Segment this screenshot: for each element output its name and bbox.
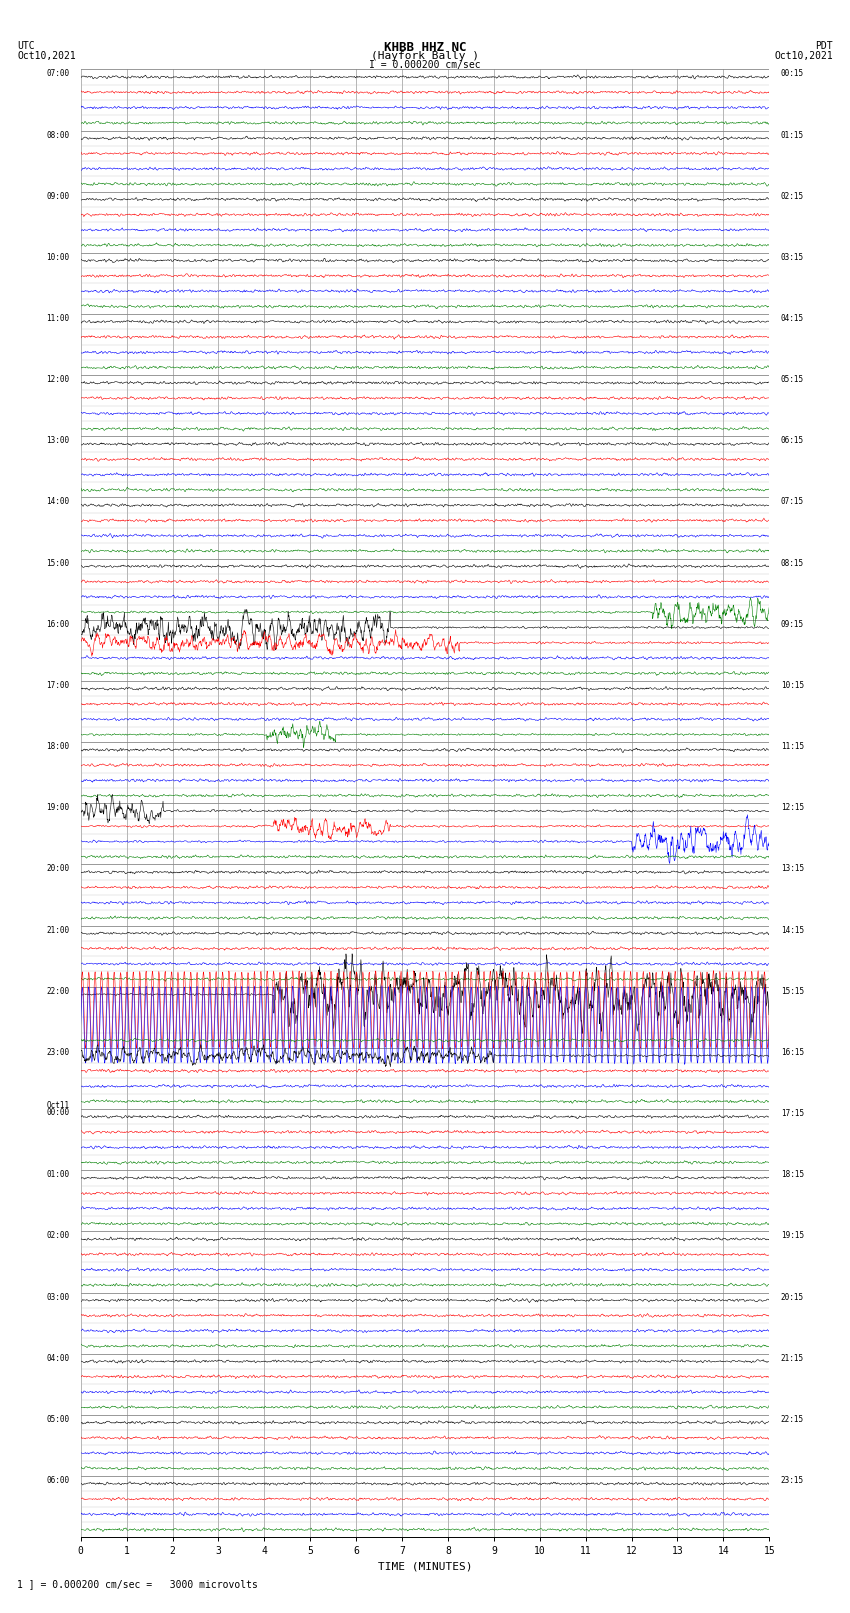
Text: 22:15: 22:15	[780, 1415, 804, 1424]
Text: 23:00: 23:00	[46, 1048, 70, 1057]
Text: 16:00: 16:00	[46, 619, 70, 629]
Text: Oct10,2021: Oct10,2021	[774, 50, 833, 61]
Text: 02:15: 02:15	[780, 192, 804, 200]
Text: 19:00: 19:00	[46, 803, 70, 813]
Text: 21:00: 21:00	[46, 926, 70, 934]
Text: 02:00: 02:00	[46, 1231, 70, 1240]
Text: 19:15: 19:15	[780, 1231, 804, 1240]
Text: 08:00: 08:00	[46, 131, 70, 139]
Text: Oct10,2021: Oct10,2021	[17, 50, 76, 61]
Text: 12:00: 12:00	[46, 376, 70, 384]
Text: 10:15: 10:15	[780, 681, 804, 690]
Text: KHBB HHZ NC: KHBB HHZ NC	[383, 40, 467, 55]
Text: 20:15: 20:15	[780, 1292, 804, 1302]
Text: 04:15: 04:15	[780, 315, 804, 323]
Text: 00:00: 00:00	[46, 1108, 70, 1118]
Text: 14:00: 14:00	[46, 497, 70, 506]
Text: 04:00: 04:00	[46, 1353, 70, 1363]
Text: 00:15: 00:15	[780, 69, 804, 79]
Text: UTC: UTC	[17, 40, 35, 52]
Text: 05:00: 05:00	[46, 1415, 70, 1424]
Text: 03:15: 03:15	[780, 253, 804, 261]
Text: 01:15: 01:15	[780, 131, 804, 139]
Text: 22:00: 22:00	[46, 987, 70, 995]
Text: 18:15: 18:15	[780, 1171, 804, 1179]
Text: 06:15: 06:15	[780, 437, 804, 445]
Text: 21:15: 21:15	[780, 1353, 804, 1363]
Text: 13:15: 13:15	[780, 865, 804, 873]
Text: Oct11: Oct11	[46, 1100, 70, 1110]
Text: I = 0.000200 cm/sec: I = 0.000200 cm/sec	[369, 60, 481, 71]
Text: 07:00: 07:00	[46, 69, 70, 79]
Text: 10:00: 10:00	[46, 253, 70, 261]
Text: 01:00: 01:00	[46, 1171, 70, 1179]
Text: 07:15: 07:15	[780, 497, 804, 506]
Text: 13:00: 13:00	[46, 437, 70, 445]
X-axis label: TIME (MINUTES): TIME (MINUTES)	[377, 1561, 473, 1571]
Text: 17:15: 17:15	[780, 1110, 804, 1118]
Text: 03:00: 03:00	[46, 1292, 70, 1302]
Text: 20:00: 20:00	[46, 865, 70, 873]
Text: 15:00: 15:00	[46, 558, 70, 568]
Text: 12:15: 12:15	[780, 803, 804, 813]
Text: (Hayfork Bally ): (Hayfork Bally )	[371, 50, 479, 61]
Text: 11:00: 11:00	[46, 315, 70, 323]
Text: 08:15: 08:15	[780, 558, 804, 568]
Text: 1 ] = 0.000200 cm/sec =   3000 microvolts: 1 ] = 0.000200 cm/sec = 3000 microvolts	[17, 1579, 258, 1589]
Text: 09:15: 09:15	[780, 619, 804, 629]
Text: 09:00: 09:00	[46, 192, 70, 200]
Text: 16:15: 16:15	[780, 1048, 804, 1057]
Text: 23:15: 23:15	[780, 1476, 804, 1486]
Text: 14:15: 14:15	[780, 926, 804, 934]
Text: 06:00: 06:00	[46, 1476, 70, 1486]
Text: 15:15: 15:15	[780, 987, 804, 995]
Text: 17:00: 17:00	[46, 681, 70, 690]
Text: 05:15: 05:15	[780, 376, 804, 384]
Text: PDT: PDT	[815, 40, 833, 52]
Text: 11:15: 11:15	[780, 742, 804, 752]
Text: 18:00: 18:00	[46, 742, 70, 752]
